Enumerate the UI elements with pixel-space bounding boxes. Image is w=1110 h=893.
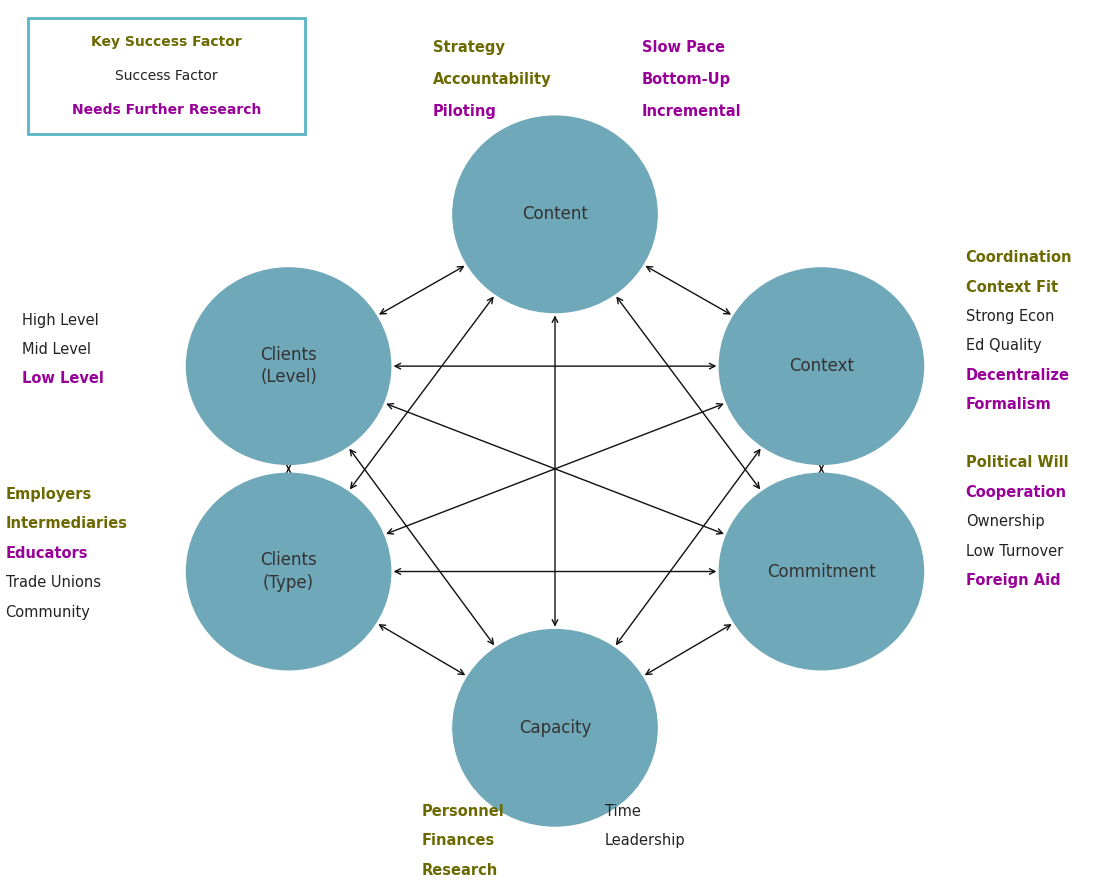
Text: Political Will: Political Will bbox=[966, 455, 1068, 471]
Text: Foreign Aid: Foreign Aid bbox=[966, 573, 1060, 588]
Ellipse shape bbox=[186, 473, 391, 670]
Text: Employers: Employers bbox=[6, 487, 92, 502]
Text: Context: Context bbox=[789, 357, 854, 375]
Ellipse shape bbox=[453, 630, 657, 826]
Text: High Level: High Level bbox=[22, 313, 99, 328]
FancyBboxPatch shape bbox=[28, 18, 305, 134]
Text: Success Factor: Success Factor bbox=[115, 69, 218, 83]
Text: Clients
(Type): Clients (Type) bbox=[260, 551, 317, 592]
Text: Personnel: Personnel bbox=[422, 804, 505, 819]
Text: Accountability: Accountability bbox=[433, 72, 552, 88]
Text: Trade Unions: Trade Unions bbox=[6, 575, 101, 590]
Text: Incremental: Incremental bbox=[642, 104, 741, 120]
Text: Ed Quality: Ed Quality bbox=[966, 338, 1041, 354]
Text: Cooperation: Cooperation bbox=[966, 485, 1067, 500]
Text: Decentralize: Decentralize bbox=[966, 368, 1070, 383]
Text: Slow Pace: Slow Pace bbox=[642, 40, 725, 55]
Ellipse shape bbox=[719, 268, 924, 464]
Text: Research: Research bbox=[422, 863, 498, 878]
Text: Community: Community bbox=[6, 605, 90, 620]
Text: Formalism: Formalism bbox=[966, 397, 1051, 413]
Text: Leadership: Leadership bbox=[605, 833, 686, 848]
Text: Commitment: Commitment bbox=[767, 563, 876, 580]
Text: Context Fit: Context Fit bbox=[966, 280, 1058, 295]
Text: Time: Time bbox=[605, 804, 640, 819]
Text: Intermediaries: Intermediaries bbox=[6, 516, 128, 531]
Text: Capacity: Capacity bbox=[518, 719, 592, 737]
Ellipse shape bbox=[719, 473, 924, 670]
Text: Content: Content bbox=[522, 205, 588, 223]
Text: Strategy: Strategy bbox=[433, 40, 505, 55]
Ellipse shape bbox=[186, 268, 391, 464]
Text: Bottom-Up: Bottom-Up bbox=[642, 72, 730, 88]
Text: Low Level: Low Level bbox=[22, 371, 104, 387]
Text: Key Success Factor: Key Success Factor bbox=[91, 35, 242, 48]
Text: Strong Econ: Strong Econ bbox=[966, 309, 1054, 324]
Text: Educators: Educators bbox=[6, 546, 88, 561]
Text: Ownership: Ownership bbox=[966, 514, 1045, 530]
Text: Piloting: Piloting bbox=[433, 104, 497, 120]
Text: Finances: Finances bbox=[422, 833, 495, 848]
Text: Mid Level: Mid Level bbox=[22, 342, 91, 357]
Text: Low Turnover: Low Turnover bbox=[966, 544, 1063, 559]
Ellipse shape bbox=[453, 116, 657, 313]
Text: Coordination: Coordination bbox=[966, 250, 1072, 265]
Text: Needs Further Research: Needs Further Research bbox=[72, 104, 261, 117]
Text: Clients
(Level): Clients (Level) bbox=[260, 346, 317, 387]
